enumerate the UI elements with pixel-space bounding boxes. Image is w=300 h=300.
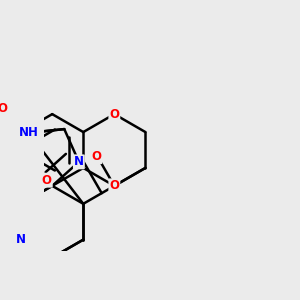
Text: O: O (92, 150, 101, 163)
Text: NH: NH (19, 126, 38, 139)
Text: N: N (16, 233, 26, 246)
Text: O: O (109, 179, 119, 192)
Text: S: S (24, 126, 33, 139)
Text: O: O (0, 102, 7, 115)
Text: O: O (109, 108, 119, 121)
Text: N: N (74, 155, 84, 168)
Text: O: O (42, 174, 52, 187)
